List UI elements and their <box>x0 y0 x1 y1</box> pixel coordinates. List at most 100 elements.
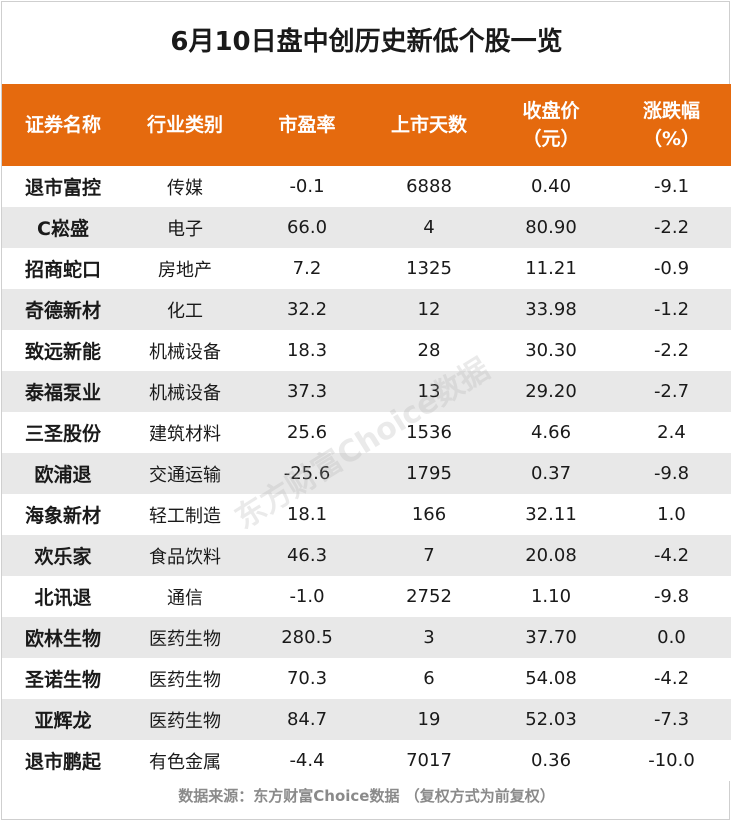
table-row: 欧浦退 交通运输 -25.6 1795 0.37 -9.8 <box>2 453 731 494</box>
cell-industry: 有色金属 <box>149 751 221 773</box>
cell-pe: 46.3 <box>286 545 328 566</box>
cell-close: 11.21 <box>525 258 577 279</box>
table-row: 奇德新材 化工 32.2 12 33.98 -1.2 <box>2 289 731 330</box>
cell-change: -7.3 <box>653 709 690 730</box>
cell-days: 13 <box>417 381 441 402</box>
cell-pe: 7.2 <box>292 258 322 279</box>
table-row: 北讯退 通信 -1.0 2752 1.10 -9.8 <box>2 576 731 617</box>
cell-industry: 机械设备 <box>149 341 221 363</box>
cell-industry: 医药生物 <box>149 669 221 691</box>
cell-change: -10.0 <box>648 750 695 771</box>
cell-change: -1.2 <box>653 299 690 320</box>
cell-name: 欧林生物 <box>24 628 101 650</box>
cell-change: -2.2 <box>653 340 690 361</box>
table-header: 证券名称 行业类别 市盈率 上市天数 收盘价 （元） 涨跌幅 （%） <box>2 84 731 166</box>
header-change-line1: 涨跌幅 <box>642 100 700 122</box>
cell-close: 29.20 <box>525 381 577 402</box>
cell-close: 1.10 <box>530 586 572 607</box>
cell-close: 54.08 <box>525 668 577 689</box>
header-change-line2: （%） <box>642 128 701 150</box>
cell-pe: 280.5 <box>281 627 333 648</box>
cell-industry: 化工 <box>167 300 203 322</box>
cell-name: 欧浦退 <box>34 464 92 486</box>
cell-close: 20.08 <box>525 545 577 566</box>
table-row: C崧盛 电子 66.0 4 80.90 -2.2 <box>2 207 731 248</box>
cell-industry: 医药生物 <box>149 710 221 732</box>
cell-change: 1.0 <box>657 504 686 525</box>
cell-pe: 18.1 <box>286 504 328 525</box>
cell-close: 0.37 <box>530 463 572 484</box>
cell-industry: 建筑材料 <box>149 423 221 445</box>
cell-close: 37.70 <box>525 627 577 648</box>
cell-days: 1325 <box>406 258 452 279</box>
cell-industry: 传媒 <box>167 177 203 199</box>
cell-close: 4.66 <box>530 422 572 443</box>
cell-days: 7 <box>423 545 435 566</box>
cell-days: 166 <box>411 504 447 525</box>
cell-pe: -1.0 <box>289 586 325 607</box>
cell-industry: 电子 <box>167 218 203 240</box>
cell-pe: 70.3 <box>286 668 328 689</box>
cell-days: 3 <box>423 627 435 648</box>
cell-change: 2.4 <box>657 422 686 443</box>
header-change: 涨跌幅 （%） <box>612 84 731 166</box>
cell-name: 致远新能 <box>24 341 101 363</box>
cell-industry: 交通运输 <box>149 464 221 486</box>
cell-days: 2752 <box>406 586 452 607</box>
cell-change: -9.8 <box>653 463 690 484</box>
cell-change: -9.8 <box>653 586 690 607</box>
cell-name: C崧盛 <box>37 218 89 240</box>
cell-name: 泰福泵业 <box>24 382 101 404</box>
cell-days: 12 <box>417 299 441 320</box>
cell-close: 30.30 <box>525 340 577 361</box>
cell-close: 32.11 <box>525 504 577 525</box>
header-close: 收盘价 （元） <box>490 84 612 166</box>
stock-table: 证券名称 行业类别 市盈率 上市天数 收盘价 （元） 涨跌幅 （%） 退市富控 传… <box>2 84 731 781</box>
cell-days: 1536 <box>406 422 452 443</box>
cell-days: 28 <box>417 340 441 361</box>
cell-close: 80.90 <box>525 217 577 238</box>
cell-industry: 医药生物 <box>149 628 221 650</box>
table-row: 欧林生物 医药生物 280.5 3 37.70 0.0 <box>2 617 731 658</box>
cell-change: -0.9 <box>653 258 690 279</box>
table-row: 致远新能 机械设备 18.3 28 30.30 -2.2 <box>2 330 731 371</box>
cell-name: 奇德新材 <box>24 300 101 322</box>
header-pe: 市盈率 <box>278 114 336 136</box>
cell-change: 0.0 <box>657 627 686 648</box>
table-row: 欢乐家 食品饮料 46.3 7 20.08 -4.2 <box>2 535 731 576</box>
cell-name: 退市鹏起 <box>24 751 101 773</box>
cell-days: 7017 <box>406 750 452 771</box>
cell-name: 海象新材 <box>24 505 101 527</box>
cell-change: -9.1 <box>653 176 690 197</box>
cell-industry: 房地产 <box>158 259 212 281</box>
header-days: 上市天数 <box>390 114 467 136</box>
table-row: 三圣股份 建筑材料 25.6 1536 4.66 2.4 <box>2 412 731 453</box>
cell-pe: -25.6 <box>283 463 331 484</box>
cell-close: 52.03 <box>525 709 577 730</box>
cell-close: 0.36 <box>530 750 572 771</box>
cell-name: 圣诺生物 <box>24 669 101 691</box>
cell-days: 1795 <box>406 463 452 484</box>
data-source: 数据来源：东方财富Choice数据 （复权方式为前复权） <box>178 787 555 805</box>
header-industry: 行业类别 <box>146 114 223 136</box>
cell-name: 欢乐家 <box>34 546 92 568</box>
cell-days: 6 <box>423 668 435 689</box>
cell-industry: 通信 <box>167 587 203 609</box>
table-row: 圣诺生物 医药生物 70.3 6 54.08 -4.2 <box>2 658 731 699</box>
cell-pe: 37.3 <box>286 381 328 402</box>
cell-days: 6888 <box>406 176 452 197</box>
cell-name: 退市富控 <box>24 177 101 199</box>
cell-days: 19 <box>417 709 441 730</box>
table-row: 招商蛇口 房地产 7.2 1325 11.21 -0.9 <box>2 248 731 289</box>
cell-close: 0.40 <box>530 176 572 197</box>
header-close-line2: （元） <box>522 128 580 150</box>
cell-change: -4.2 <box>653 668 690 689</box>
cell-name: 亚辉龙 <box>34 710 92 732</box>
header-close-line1: 收盘价 <box>522 100 580 122</box>
table-title: 6月10日盘中创历史新低个股一览 <box>170 27 563 57</box>
cell-change: -2.7 <box>653 381 690 402</box>
cell-industry: 食品饮料 <box>149 546 221 568</box>
cell-name: 三圣股份 <box>24 423 101 445</box>
cell-close: 33.98 <box>525 299 577 320</box>
